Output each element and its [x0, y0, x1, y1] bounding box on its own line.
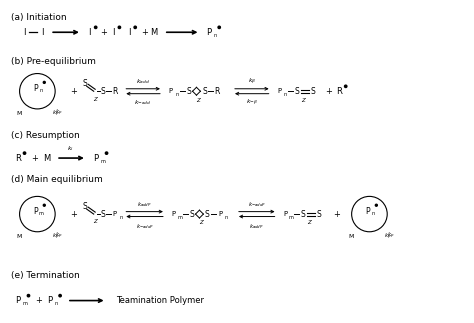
- Text: n: n: [225, 214, 228, 220]
- Text: R: R: [112, 87, 117, 96]
- Text: I: I: [89, 28, 91, 37]
- Text: Z: Z: [93, 219, 97, 224]
- Text: M: M: [16, 234, 21, 239]
- Text: Z: Z: [93, 97, 97, 102]
- Text: m: m: [39, 211, 44, 215]
- Text: P: P: [172, 211, 176, 217]
- Circle shape: [218, 26, 220, 28]
- Text: n: n: [214, 33, 217, 38]
- Text: n: n: [40, 88, 43, 93]
- Text: R: R: [336, 87, 342, 96]
- Text: R: R: [215, 87, 220, 96]
- Text: $k_{addP}$: $k_{addP}$: [137, 200, 152, 209]
- Text: (e) Termination: (e) Termination: [11, 271, 80, 280]
- Circle shape: [43, 204, 46, 206]
- Text: M: M: [16, 111, 21, 116]
- Text: S: S: [205, 210, 210, 219]
- Text: (b) Pre-equilibrium: (b) Pre-equilibrium: [11, 57, 96, 66]
- Circle shape: [43, 81, 46, 83]
- Circle shape: [94, 26, 97, 28]
- Text: S: S: [100, 87, 105, 96]
- Text: S: S: [295, 87, 300, 96]
- Text: I: I: [112, 28, 115, 37]
- Text: $k_p$: $k_p$: [387, 231, 395, 241]
- Text: $k_{add}$: $k_{add}$: [136, 77, 150, 86]
- Text: S: S: [202, 87, 207, 96]
- Text: m: m: [289, 214, 294, 220]
- Text: n: n: [120, 214, 123, 220]
- Text: n: n: [372, 211, 375, 215]
- Text: +: +: [141, 28, 147, 37]
- Text: $k_i$: $k_i$: [66, 144, 73, 153]
- Text: S: S: [301, 210, 306, 219]
- Text: S: S: [189, 210, 194, 219]
- Text: R: R: [15, 153, 20, 162]
- Text: +: +: [71, 87, 77, 96]
- Text: M: M: [150, 28, 158, 37]
- Text: I: I: [41, 28, 44, 37]
- Text: +: +: [71, 210, 77, 219]
- Text: P: P: [283, 211, 288, 217]
- Text: S: S: [186, 87, 191, 96]
- Text: P: P: [277, 88, 282, 94]
- Circle shape: [345, 85, 347, 88]
- Text: +: +: [333, 210, 340, 219]
- Text: Z: Z: [197, 98, 201, 103]
- Text: +: +: [100, 28, 107, 37]
- Text: Z: Z: [301, 98, 305, 103]
- Text: n: n: [175, 92, 178, 97]
- Text: $k_{\beta}$: $k_{\beta}$: [248, 76, 256, 87]
- Text: P: P: [206, 28, 211, 37]
- Text: (a) Initiation: (a) Initiation: [11, 13, 66, 22]
- Text: P: P: [15, 296, 20, 305]
- Text: m: m: [177, 214, 182, 220]
- Text: P: P: [46, 296, 52, 305]
- Text: I: I: [128, 28, 130, 37]
- Text: +: +: [326, 87, 332, 96]
- Text: +: +: [35, 296, 42, 305]
- Text: m: m: [100, 159, 105, 163]
- Text: P: P: [218, 211, 222, 217]
- Text: M: M: [348, 234, 353, 239]
- Text: $k_{-\beta}$: $k_{-\beta}$: [246, 98, 258, 108]
- Text: $k_p$: $k_p$: [55, 108, 63, 118]
- Text: Teamination Polymer: Teamination Polymer: [117, 296, 204, 305]
- Text: Z: Z: [200, 220, 203, 225]
- Text: $k_p$: $k_p$: [53, 232, 60, 242]
- Text: S: S: [317, 210, 321, 219]
- Text: (c) Resumption: (c) Resumption: [11, 130, 80, 140]
- Circle shape: [118, 26, 120, 28]
- Text: S: S: [311, 87, 316, 96]
- Text: Z: Z: [307, 220, 311, 225]
- Text: P: P: [33, 207, 38, 216]
- Text: (d) Main equilibrium: (d) Main equilibrium: [11, 175, 102, 184]
- Text: $k_{-addP}$: $k_{-addP}$: [248, 200, 266, 209]
- Text: P: P: [365, 207, 370, 216]
- Text: P: P: [93, 153, 98, 162]
- Circle shape: [134, 26, 137, 28]
- Text: M: M: [43, 153, 50, 162]
- Text: S: S: [100, 210, 105, 219]
- Text: P: P: [33, 84, 38, 93]
- Text: +: +: [31, 153, 38, 162]
- Text: n: n: [284, 92, 287, 97]
- Text: I: I: [23, 28, 26, 37]
- Text: $k_p$: $k_p$: [53, 109, 60, 119]
- Text: S: S: [82, 79, 87, 88]
- Text: $k_p$: $k_p$: [384, 232, 392, 242]
- Circle shape: [105, 152, 108, 154]
- Circle shape: [375, 204, 377, 206]
- Text: m: m: [22, 301, 27, 306]
- Text: S: S: [82, 202, 87, 211]
- Text: P: P: [169, 88, 173, 94]
- Circle shape: [59, 295, 61, 297]
- Text: $k_p$: $k_p$: [55, 231, 63, 241]
- Text: $k_{-addP}$: $k_{-addP}$: [136, 223, 154, 231]
- Text: n: n: [55, 301, 58, 306]
- Circle shape: [27, 295, 30, 297]
- Circle shape: [23, 152, 26, 154]
- Text: $k_{-add}$: $k_{-add}$: [134, 99, 152, 108]
- Text: P: P: [112, 211, 117, 217]
- Text: $k_{addP}$: $k_{addP}$: [249, 223, 264, 231]
